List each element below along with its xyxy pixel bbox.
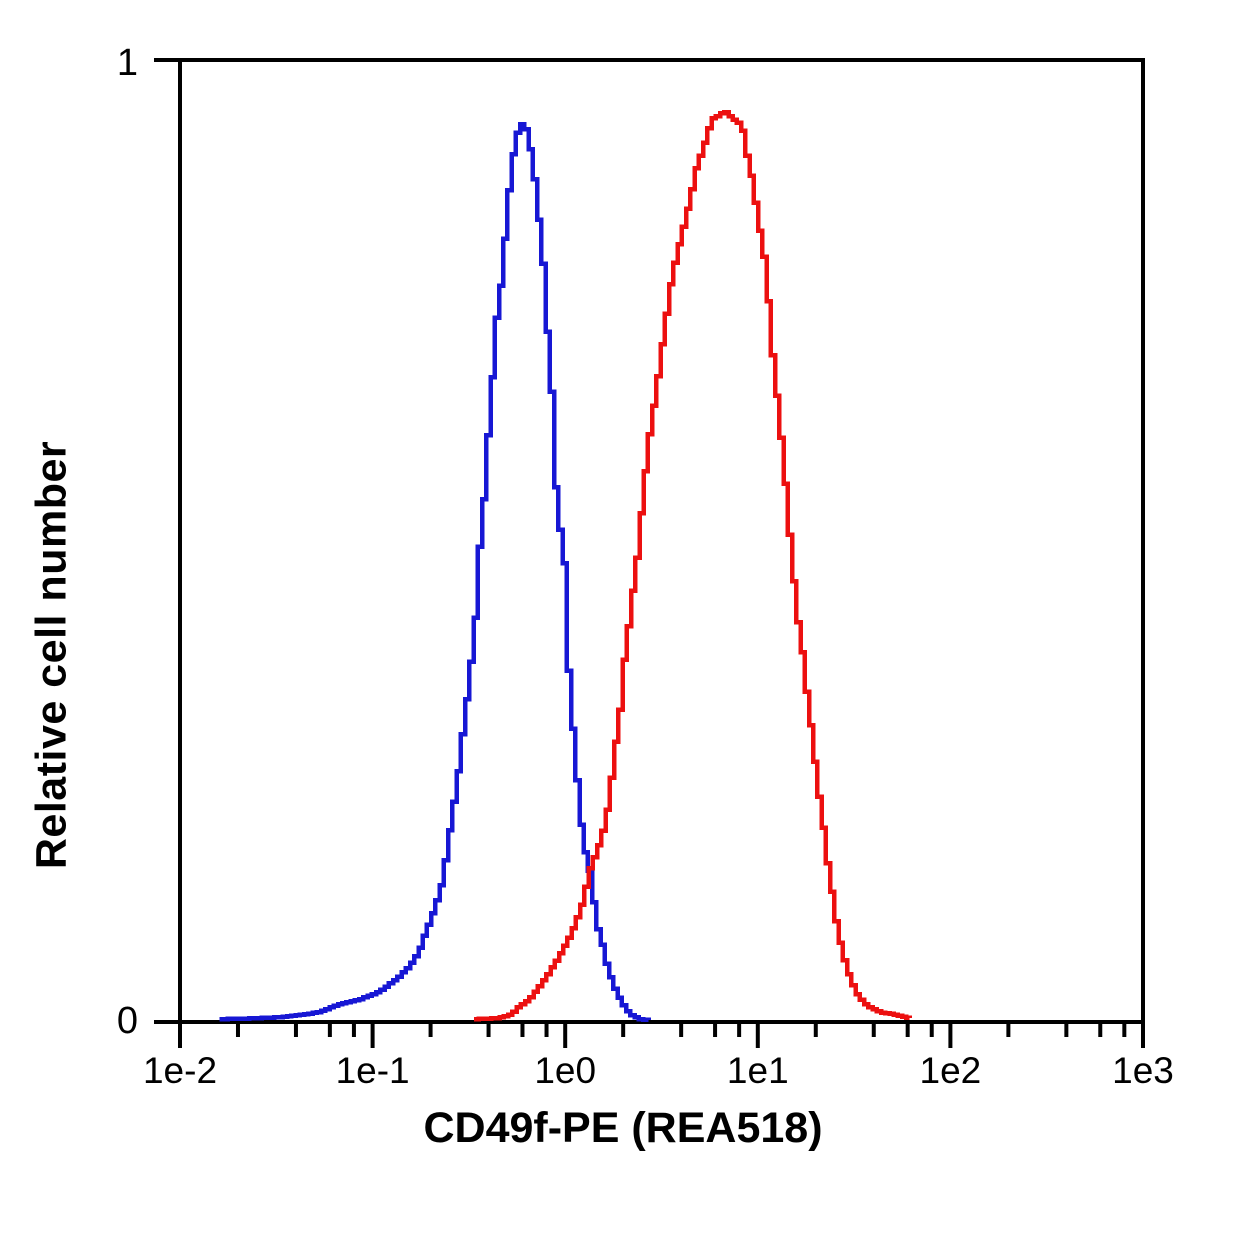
x-tick-label-1e3: 1e3 [1112,1050,1174,1091]
x-axis-title: CD49f-PE (REA518) [423,1104,823,1152]
x-tick-label-1e-2: 1e-2 [142,1050,218,1091]
red-curve [474,110,912,1022]
y-axis-title: Relative cell number [27,440,76,870]
plot-border [178,58,1145,1024]
x-tick-label-1e1: 1e1 [726,1050,789,1091]
blue-curve [219,121,651,1023]
x-tick-label-1e2: 1e2 [919,1050,982,1091]
x-tick-label-1e-1: 1e-1 [335,1050,410,1091]
y-tick-label-0: 0 [116,1000,138,1042]
x-tick-label-1e0: 1e0 [534,1050,597,1091]
y-tick-label-1: 1 [116,42,138,84]
